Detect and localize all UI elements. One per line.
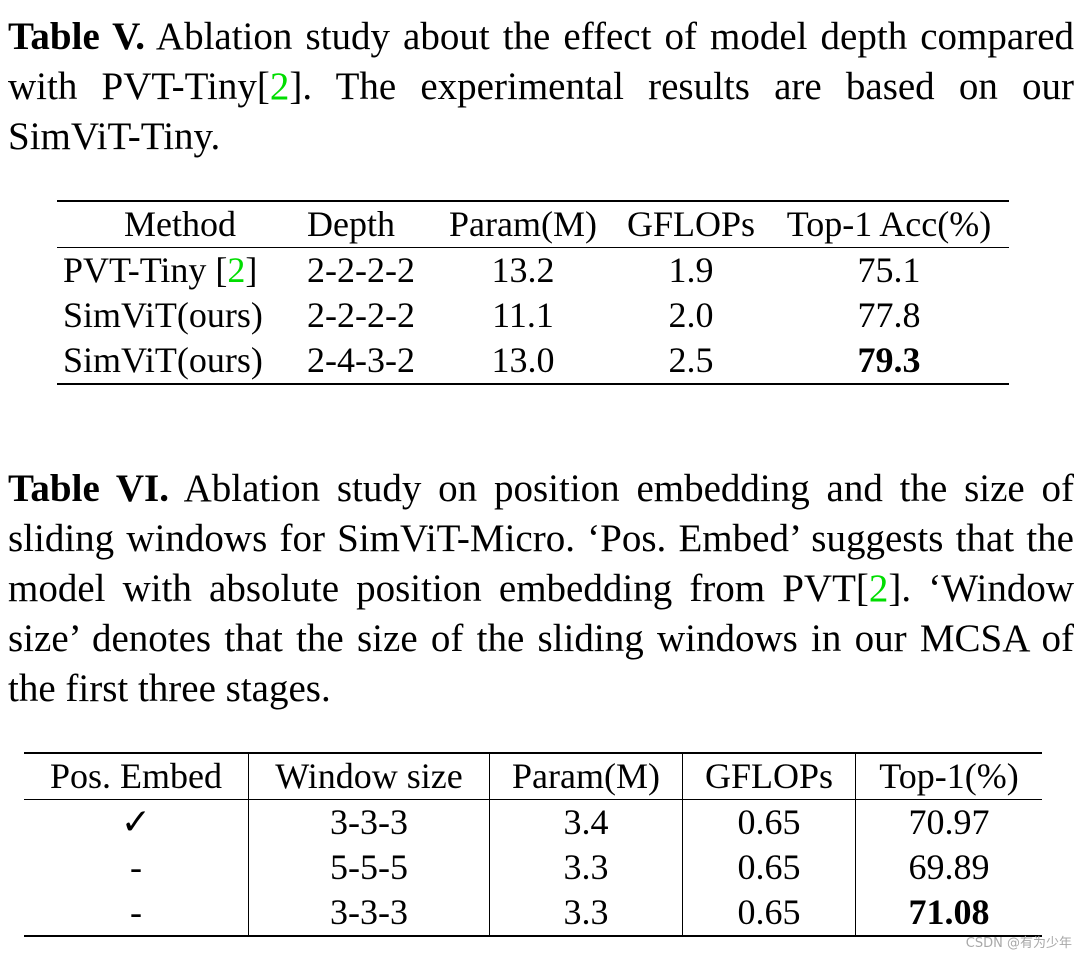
cell-param: 11.1 [492, 295, 554, 335]
table-header-row: Method Depth Param(M) GFLOPs Top-1 Acc(%… [57, 201, 1009, 248]
cell-top1: 70.97 [855, 799, 1042, 845]
citation-link[interactable]: 2 [269, 65, 290, 108]
table-row: - 3-3-3 3.3 0.65 71.08 [24, 890, 1042, 936]
cell-method: SimViT(ours) [63, 295, 263, 335]
cell-depth: 2-2-2-2 [307, 250, 415, 290]
table-row: SimViT(ours) 2-4-3-2 13.0 2.5 79.3 [57, 338, 1009, 384]
cell-pos-embed: - [130, 892, 142, 932]
cell-window-size: 3-3-3 [248, 799, 490, 845]
table-v-label: Table V. [8, 15, 146, 58]
cell-top1-best: 79.3 [857, 340, 921, 380]
table-vi-label: Table VI. [8, 467, 169, 510]
cell-gflops: 1.9 [668, 250, 714, 290]
table-v-caption-text-end: ]. The experimental results are based on… [8, 65, 1075, 158]
header-gflops: GFLOPs [682, 753, 856, 800]
header-depth: Depth [303, 201, 433, 248]
header-top1: Top-1(%) [855, 753, 1042, 800]
header-param: Param(M) [489, 753, 683, 800]
table-v-caption-text: Ablation study about the effect of model… [8, 15, 1075, 108]
cell-top1: 77.8 [857, 295, 921, 335]
cell-method: PVT-Tiny [2] [63, 250, 258, 290]
cell-pos-embed: ✓ [120, 802, 152, 842]
header-method: Method [57, 201, 303, 248]
table-v: Method Depth Param(M) GFLOPs Top-1 Acc(%… [57, 200, 1009, 385]
table-row: ✓ 3-3-3 3.4 0.65 70.97 [24, 799, 1042, 845]
table-vi-caption-text: Ablation study on position embedding and… [8, 467, 1074, 610]
cell-param: 3.4 [489, 799, 683, 845]
table-row: SimViT(ours) 2-2-2-2 11.1 2.0 77.8 [57, 293, 1009, 338]
cell-top1: 69.89 [855, 845, 1042, 890]
cell-method: SimViT(ours) [63, 340, 263, 380]
table-vi-caption-text-end: ]. ‘Window size’ denotes that the size o… [8, 567, 1074, 710]
citation-link[interactable]: 2 [227, 250, 246, 290]
cell-top1: 75.1 [857, 250, 921, 290]
citation-link[interactable]: 2 [868, 567, 889, 610]
cell-param: 3.3 [489, 845, 683, 890]
cell-param: 13.2 [491, 250, 555, 290]
cell-top1-best: 71.08 [855, 890, 1042, 936]
cell-gflops: 0.65 [682, 799, 856, 845]
cell-window-size: 5-5-5 [248, 845, 490, 890]
cell-gflops: 0.65 [682, 845, 856, 890]
cell-gflops: 2.0 [668, 295, 714, 335]
cell-gflops: 2.5 [668, 340, 714, 380]
table-row: PVT-Tiny [2] 2-2-2-2 13.2 1.9 75.1 [57, 248, 1009, 294]
cell-param: 13.0 [491, 340, 555, 380]
table-header-row: Pos. Embed Window size Param(M) GFLOPs T… [24, 753, 1042, 800]
cell-gflops: 0.65 [682, 890, 856, 936]
header-gflops: GFLOPs [613, 201, 769, 248]
table-vi: Pos. Embed Window size Param(M) GFLOPs T… [24, 752, 1042, 937]
cell-window-size: 3-3-3 [248, 890, 490, 936]
table-row: - 5-5-5 3.3 0.65 69.89 [24, 845, 1042, 890]
header-top1-acc: Top-1 Acc(%) [769, 201, 1009, 248]
cell-pos-embed: - [130, 847, 142, 887]
watermark: CSDN @有为少年 [965, 936, 1072, 951]
cell-depth: 2-2-2-2 [307, 295, 415, 335]
table-vi-caption: Table VI. Ablation study on position emb… [8, 464, 1074, 714]
header-pos-embed: Pos. Embed [24, 753, 249, 800]
header-param: Param(M) [433, 201, 613, 248]
cell-param: 3.3 [489, 890, 683, 936]
cell-depth: 2-4-3-2 [307, 340, 415, 380]
table-v-caption: Table V. Ablation study about the effect… [8, 12, 1074, 162]
header-window-size: Window size [248, 753, 490, 800]
